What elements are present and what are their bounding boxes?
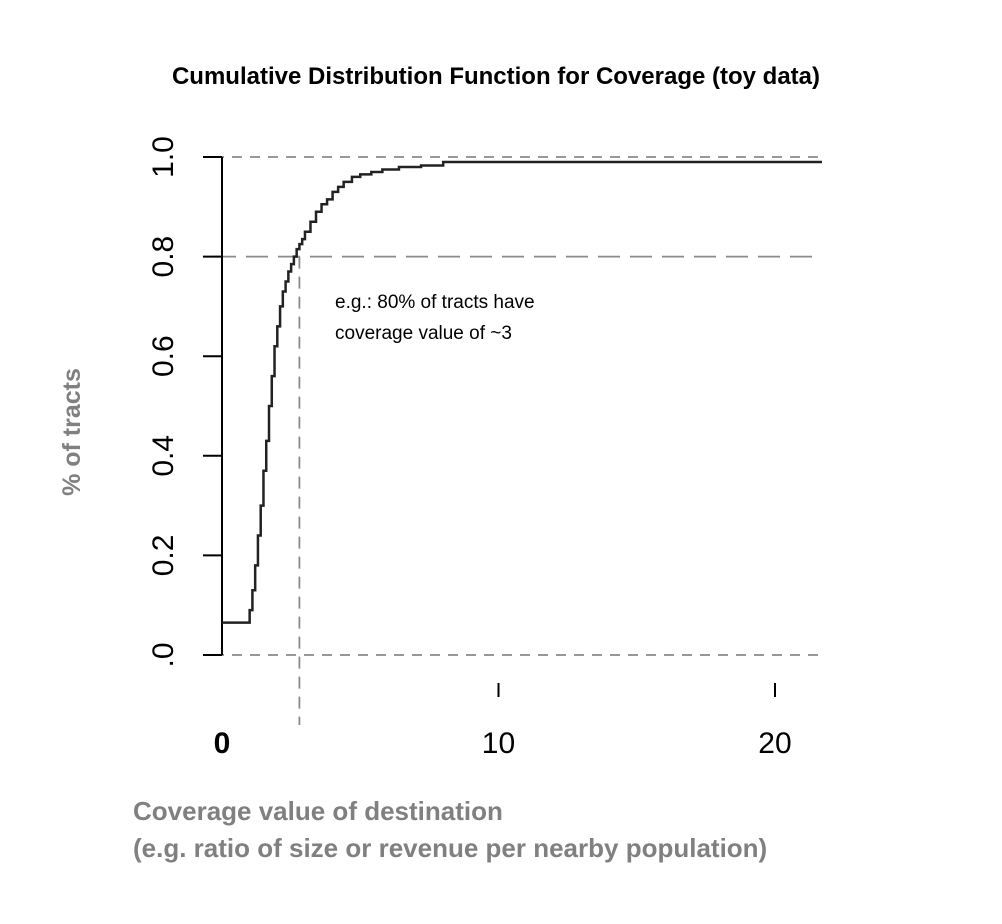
y-axis-title: % of tracts bbox=[58, 368, 86, 496]
reference-lines bbox=[214, 156, 822, 725]
x-axis-title-line-2: (e.g. ratio of size or revenue per nearb… bbox=[133, 833, 767, 863]
x-axis-title-line-1: Coverage value of destination bbox=[133, 796, 503, 826]
y-tick-label-4: 0.8 bbox=[147, 236, 180, 278]
y-tick-label-1: 0.2 bbox=[147, 535, 180, 577]
x-tick-label-2: 20 bbox=[758, 727, 791, 760]
x-axis-ticks: 0 10 20 bbox=[214, 683, 792, 760]
y-axis-ticks: .0 0.2 0.4 0.6 0.8 1.0 bbox=[147, 136, 222, 668]
annotation-line-1: e.g.: 80% of tracts have bbox=[335, 292, 535, 313]
cdf-series-line bbox=[222, 160, 822, 624]
y-tick-label-2: 0.4 bbox=[147, 435, 180, 477]
y-tick-label-5: 1.0 bbox=[147, 136, 180, 178]
chart-title: Cumulative Distribution Function for Cov… bbox=[172, 63, 820, 90]
y-tick-label-3: 0.6 bbox=[147, 335, 180, 377]
x-tick-label-0: 0 bbox=[214, 727, 231, 760]
annotation-line-2: coverage value of ~3 bbox=[335, 323, 512, 344]
y-tick-label-0: .0 bbox=[147, 642, 180, 667]
x-tick-label-1: 10 bbox=[482, 727, 515, 760]
